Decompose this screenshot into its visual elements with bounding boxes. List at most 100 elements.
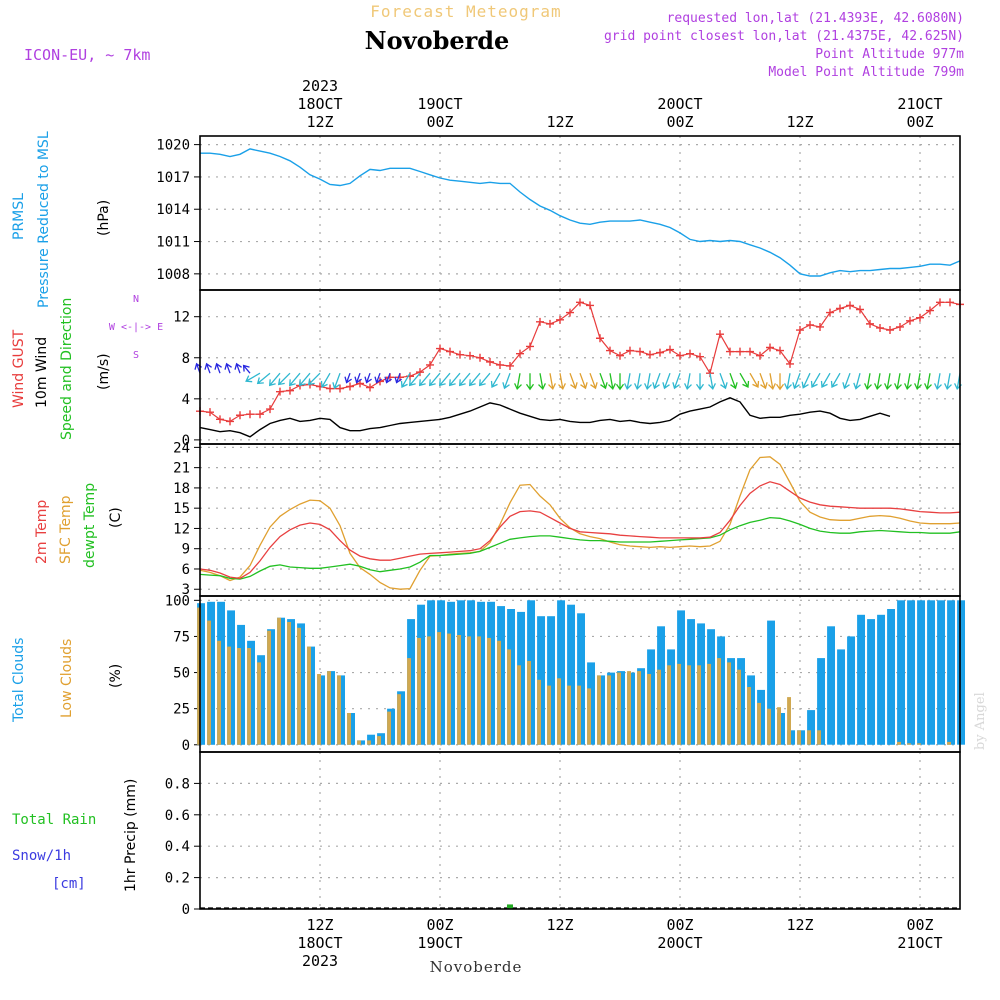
total-cloud-bar bbox=[557, 600, 565, 745]
clouds-label-2: Low Clouds bbox=[59, 639, 75, 718]
total-cloud-bar bbox=[777, 713, 785, 745]
wind-ytick-label: 12 bbox=[173, 310, 190, 326]
wind-direction-arrow bbox=[384, 372, 392, 384]
wind-direction-arrow bbox=[438, 372, 451, 387]
wind-direction-arrow bbox=[428, 372, 441, 387]
wind-direction-arrow bbox=[268, 372, 281, 387]
wind-gust-marker bbox=[466, 351, 474, 360]
wind-direction-arrow bbox=[884, 373, 892, 391]
time-label-bottom: 20OCT bbox=[657, 934, 702, 952]
clouds-ytick-label: 25 bbox=[173, 702, 190, 718]
time-label-bottom: 18OCT bbox=[297, 934, 342, 952]
low-cloud-bar bbox=[687, 665, 691, 745]
total-cloud-bar bbox=[367, 734, 375, 745]
wind-direction-arrow bbox=[652, 372, 661, 390]
temp-unit: (C) bbox=[108, 507, 124, 528]
wind-direction-arrow bbox=[695, 373, 705, 391]
time-label-bottom: 00Z bbox=[666, 916, 693, 934]
time-label-top: 21OCT bbox=[897, 95, 942, 113]
wind-direction-arrow bbox=[490, 372, 501, 388]
time-label-bottom: 21OCT bbox=[897, 934, 942, 952]
wind-gust-marker bbox=[266, 405, 274, 414]
wind-direction-arrow bbox=[408, 372, 421, 387]
wind-direction-arrow bbox=[394, 372, 402, 384]
wind-direction-arrow bbox=[634, 373, 642, 391]
precip-ytick-label: 0 bbox=[182, 902, 190, 918]
requested-coords: requested lon,lat (21.4393E, 42.6080N) bbox=[667, 11, 964, 26]
wind-gust-marker bbox=[916, 313, 924, 322]
total-cloud-bar bbox=[677, 610, 685, 745]
total-cloud-bar bbox=[567, 604, 575, 745]
precip-ytick-label: 0.8 bbox=[165, 776, 190, 792]
low-cloud-bar bbox=[317, 674, 321, 745]
wind-direction-arrow bbox=[579, 372, 588, 390]
wind-direction-arrow bbox=[739, 372, 750, 388]
low-cloud-bar bbox=[547, 685, 551, 745]
wind-direction-arrow bbox=[801, 372, 811, 389]
wind-direction-arrow bbox=[810, 372, 821, 388]
total-cloud-bar bbox=[487, 601, 495, 745]
wind-gust-marker bbox=[256, 410, 264, 419]
supertitle: Forecast Meteogram bbox=[370, 2, 561, 21]
time-label-bottom: 2023 bbox=[302, 952, 338, 970]
wind-direction-arrow bbox=[672, 372, 681, 390]
temp-ytick-label: 3 bbox=[182, 582, 190, 598]
wind-gust-marker bbox=[336, 384, 344, 393]
low-cloud-bar bbox=[617, 672, 621, 745]
wind-gust-marker bbox=[456, 350, 464, 359]
total-cloud-bar bbox=[537, 616, 545, 745]
total-cloud-bar bbox=[757, 689, 765, 745]
total-cloud-bar bbox=[827, 626, 835, 745]
wind-gust-marker bbox=[326, 384, 334, 393]
low-cloud-bar bbox=[467, 636, 471, 745]
low-cloud-bar bbox=[577, 685, 581, 745]
wind-direction-arrow bbox=[502, 372, 511, 390]
wind-gust-marker bbox=[786, 359, 794, 368]
time-label-bottom: 00Z bbox=[906, 916, 933, 934]
total-cloud-bar bbox=[217, 601, 225, 745]
low-cloud-bar bbox=[777, 707, 781, 745]
total-cloud-bar bbox=[667, 649, 675, 745]
temp-ytick-label: 24 bbox=[173, 440, 190, 456]
wind-direction-arrow bbox=[332, 372, 341, 390]
wind-gust-marker bbox=[206, 408, 214, 417]
wind-gust-marker bbox=[246, 410, 254, 419]
total-cloud-bar bbox=[417, 604, 425, 745]
low-cloud-bar bbox=[737, 669, 741, 745]
wind-gust-marker bbox=[556, 315, 564, 324]
temp-ytick-label: 6 bbox=[182, 562, 190, 578]
wind-gust-marker bbox=[686, 349, 694, 358]
rain-bar bbox=[507, 904, 513, 909]
low-cloud-bar bbox=[287, 622, 291, 745]
wind-direction-arrow bbox=[853, 373, 861, 390]
wind-gust-marker bbox=[796, 326, 804, 335]
plot-layer: 1008101110141017102004812369121518212402… bbox=[156, 77, 965, 970]
total-cloud-bar bbox=[507, 609, 515, 745]
wind-gust-marker bbox=[566, 308, 574, 317]
model-label: ICON-EU, ~ 7km bbox=[24, 46, 150, 64]
wind-direction-arrow bbox=[842, 372, 851, 390]
total-cloud-bar bbox=[477, 601, 485, 745]
footer-station: Novoberde bbox=[430, 958, 523, 976]
low-cloud-bar bbox=[227, 646, 231, 745]
low-cloud-bar bbox=[207, 620, 211, 745]
total-cloud-bar bbox=[807, 710, 815, 745]
wind-gust-marker bbox=[496, 360, 504, 369]
pressure-ytick-label: 1020 bbox=[156, 138, 190, 154]
total-cloud-bar bbox=[247, 640, 255, 745]
total-cloud-bar bbox=[647, 649, 655, 745]
total-cloud-bar bbox=[887, 609, 895, 745]
total-cloud-bar bbox=[817, 658, 825, 745]
low-cloud-bar bbox=[527, 661, 531, 745]
total-cloud-bar bbox=[497, 606, 505, 745]
total-cloud-bar bbox=[387, 708, 395, 745]
low-cloud-bar bbox=[427, 636, 431, 745]
wind-direction-arrow bbox=[277, 372, 291, 386]
wind-direction-arrow bbox=[548, 373, 556, 391]
time-label-bottom: 12Z bbox=[786, 916, 813, 934]
total-cloud-bar bbox=[607, 672, 615, 745]
total-cloud-bar bbox=[577, 613, 585, 745]
time-label-top: 12Z bbox=[546, 113, 573, 131]
wind-gust-marker bbox=[856, 305, 864, 314]
pressure-ytick-label: 1017 bbox=[156, 170, 190, 186]
